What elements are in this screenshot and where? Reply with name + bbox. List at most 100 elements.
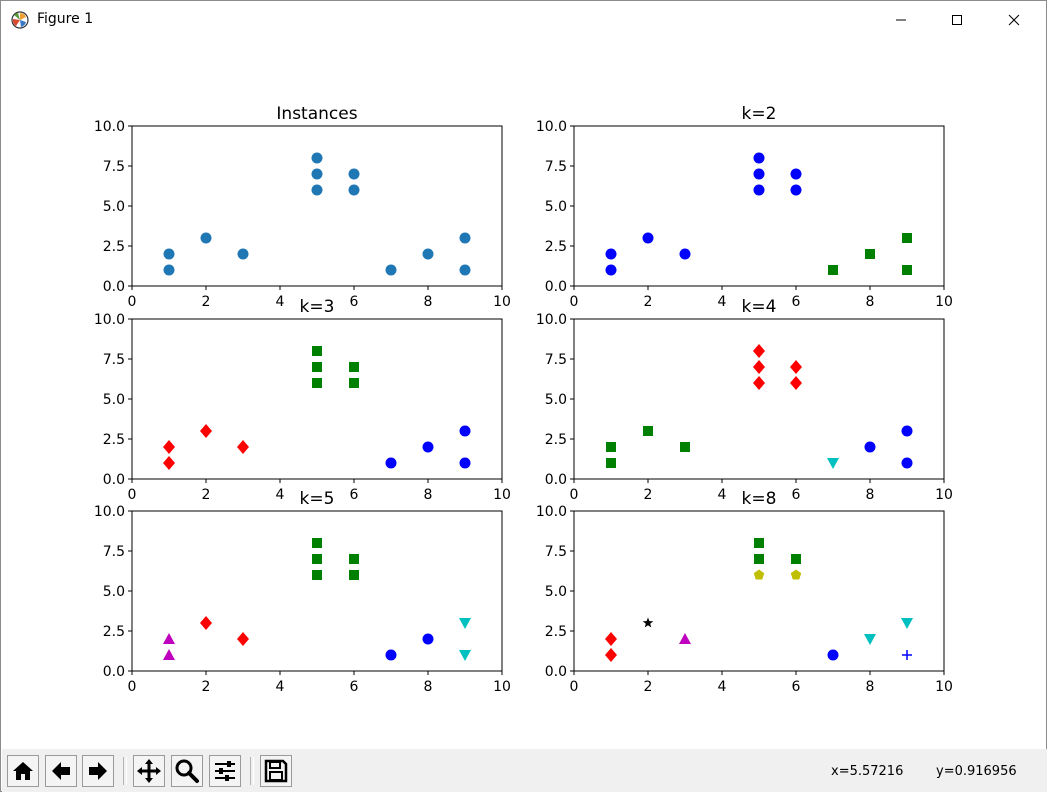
- data-point: [827, 649, 839, 661]
- close-button[interactable]: [991, 1, 1037, 39]
- y-tick-label: 5.0: [545, 584, 567, 600]
- subplot-title: k=8: [742, 489, 777, 509]
- toolbar-separator: [250, 757, 254, 785]
- save-button[interactable]: [260, 755, 292, 787]
- axes-frame: [131, 510, 503, 672]
- data-point: [237, 440, 249, 454]
- data-point: [864, 441, 876, 453]
- data-point: [605, 248, 617, 260]
- y-tick-label: 2.5: [103, 624, 125, 640]
- data-point: [606, 442, 616, 452]
- data-point: [790, 360, 802, 374]
- pan-button[interactable]: [133, 755, 165, 787]
- y-tick-label: 5.0: [103, 199, 125, 215]
- data-point: [901, 618, 913, 629]
- y-tick-label: 7.5: [103, 352, 125, 368]
- data-point: [754, 538, 764, 548]
- data-point: [459, 232, 471, 244]
- data-point: [902, 265, 912, 275]
- data-point: [754, 554, 764, 564]
- home-icon: [13, 762, 33, 780]
- subplot-3: k=3 0 2 4 6 8 10 0.0 2.5 5.0 7.5 10.0: [94, 297, 511, 503]
- x-tick-label: 0: [128, 679, 137, 695]
- toolbar-separator: [123, 757, 127, 785]
- x-tick-label: 2: [202, 294, 211, 310]
- data-point: [605, 648, 617, 662]
- data-point: [349, 554, 359, 564]
- data-point: [901, 457, 913, 469]
- y-tick-label: 0.0: [545, 664, 567, 680]
- subplot-title: k=5: [300, 489, 335, 509]
- x-tick-label: 8: [424, 487, 433, 503]
- data-point: [312, 554, 322, 564]
- axes-frame: [573, 125, 945, 287]
- back-button[interactable]: [45, 755, 77, 787]
- x-tick-label: 6: [792, 487, 801, 503]
- maximize-button[interactable]: [934, 1, 980, 39]
- data-point: [459, 650, 471, 661]
- subplot-title: k=2: [742, 104, 777, 124]
- data-point: [312, 538, 322, 548]
- forward-button[interactable]: [82, 755, 114, 787]
- data-point: [312, 570, 322, 580]
- y-tick-label: 2.5: [545, 239, 567, 255]
- zoom-button[interactable]: [171, 755, 203, 787]
- x-tick-label: 0: [570, 679, 579, 695]
- y-tick-label: 10.0: [94, 119, 125, 135]
- data-point: [237, 632, 249, 646]
- data-point: [312, 362, 322, 372]
- arrow-right-icon: [89, 762, 107, 780]
- data-point: [753, 360, 765, 374]
- data-point: [864, 634, 876, 645]
- data-point: [642, 617, 654, 628]
- data-point: [790, 184, 802, 196]
- x-tick-label: 8: [866, 679, 875, 695]
- y-tick-label: 10.0: [94, 312, 125, 328]
- configure-subplots-button[interactable]: [209, 755, 241, 787]
- x-tick-label: 10: [935, 487, 953, 503]
- x-tick-label: 2: [644, 679, 653, 695]
- x-tick-label: 6: [792, 294, 801, 310]
- data-point: [606, 458, 616, 468]
- data-point: [348, 184, 360, 196]
- subplot-title: k=4: [742, 297, 777, 317]
- home-button[interactable]: [7, 755, 39, 787]
- figure-canvas[interactable]: Instances 0 2 4 6 8 10 0.0 2.5 5.0 7.5 10.0 k=2 0 2 4 6 8…: [2, 39, 1047, 749]
- cursor-y-readout: y=0.916956: [936, 764, 1017, 779]
- x-tick-label: 4: [276, 294, 285, 310]
- y-tick-label: 10.0: [536, 504, 567, 520]
- x-tick-label: 2: [644, 294, 653, 310]
- data-point: [902, 233, 912, 243]
- x-tick-label: 8: [424, 679, 433, 695]
- x-tick-label: 10: [935, 294, 953, 310]
- minimize-button[interactable]: [878, 1, 924, 39]
- x-tick-label: 2: [202, 679, 211, 695]
- y-tick-label: 10.0: [536, 119, 567, 135]
- y-tick-label: 7.5: [103, 159, 125, 175]
- data-point: [349, 378, 359, 388]
- y-tick-label: 0.0: [545, 279, 567, 295]
- x-tick-label: 4: [276, 487, 285, 503]
- data-point: [790, 569, 802, 580]
- y-tick-label: 10.0: [536, 312, 567, 328]
- data-point: [753, 184, 765, 196]
- subplot-2: k=2 0 2 4 6 8 10 0.0 2.5 5.0 7.5 10.0: [536, 104, 953, 310]
- data-point: [311, 184, 323, 196]
- y-tick-label: 2.5: [545, 432, 567, 448]
- y-tick-label: 2.5: [103, 239, 125, 255]
- data-point: [348, 168, 360, 180]
- y-tick-label: 2.5: [103, 432, 125, 448]
- x-tick-label: 4: [718, 679, 727, 695]
- axes-frame: [131, 318, 503, 480]
- x-tick-label: 6: [350, 679, 359, 695]
- subplot-4: k=4 0 2 4 6 8 10 0.0 2.5 5.0 7.5 10.0: [536, 297, 953, 503]
- title-bar: Figure 1: [1, 1, 1046, 39]
- data-point: [349, 362, 359, 372]
- data-point: [385, 649, 397, 661]
- floppy-disk-icon: [264, 759, 288, 783]
- data-point: [349, 570, 359, 580]
- data-point: [605, 264, 617, 276]
- data-point: [643, 426, 653, 436]
- data-point: [459, 425, 471, 437]
